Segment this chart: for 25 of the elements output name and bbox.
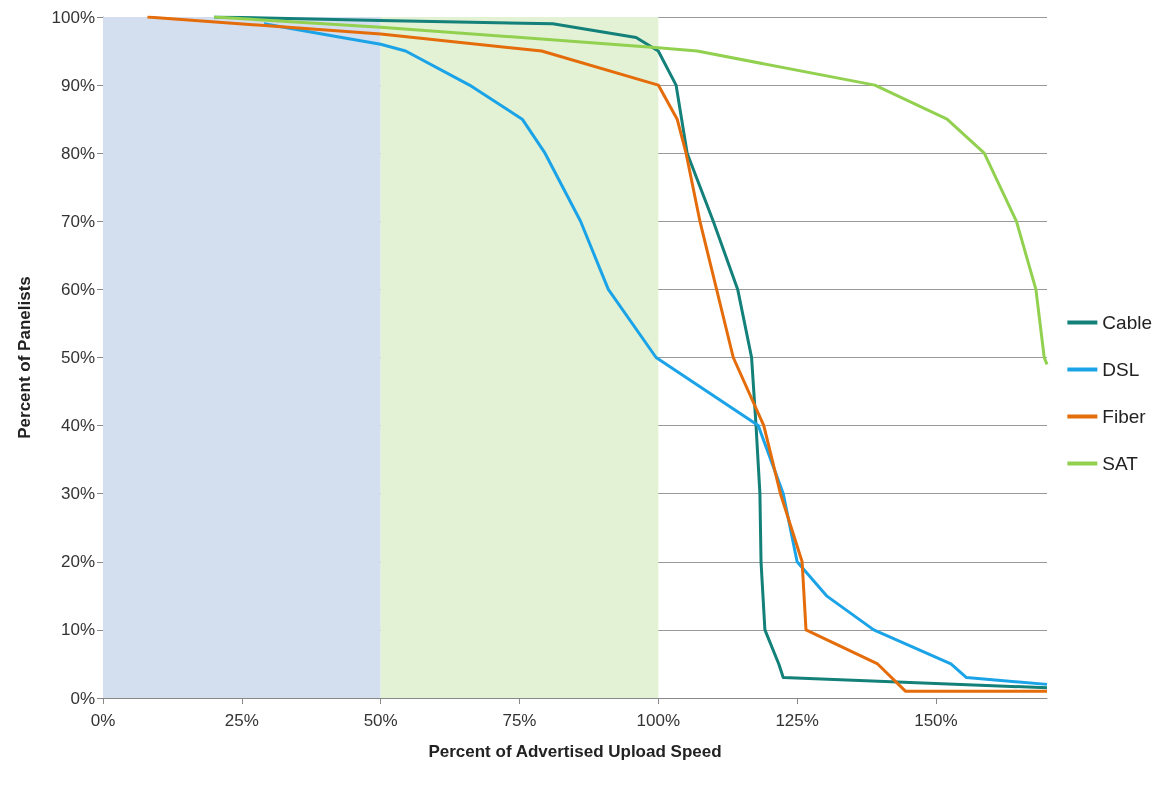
x-tick-label: 100% xyxy=(636,711,681,730)
x-tick-label: 125% xyxy=(775,711,819,730)
y-tick-label: 40% xyxy=(60,416,95,436)
y-tick-label: 80% xyxy=(60,143,95,163)
y-tick-label: 30% xyxy=(60,484,95,504)
y-tick-label: 70% xyxy=(60,211,95,231)
legend-label: SAT xyxy=(1102,453,1139,474)
legend-label: Fiber xyxy=(1102,406,1147,427)
x-tick-label: 0% xyxy=(90,711,116,730)
legend-label: DSL xyxy=(1102,359,1140,380)
x-axis-title: Percent of Advertised Upload Speed xyxy=(428,742,722,761)
y-tick-label: 50% xyxy=(60,348,95,367)
x-tick-label: 50% xyxy=(363,711,398,730)
y-tick-label: 60% xyxy=(60,279,95,299)
y-tick-label: 0% xyxy=(70,688,95,708)
y-tick-label: 90% xyxy=(60,75,95,95)
y-tick-label: 100% xyxy=(51,7,95,27)
y-axis-title: Percent of Panelists xyxy=(15,276,34,439)
x-tick-label: 25% xyxy=(224,711,259,730)
x-tick-label: 75% xyxy=(502,711,537,730)
x-tick-label: 150% xyxy=(914,711,958,730)
legend-label: Cable xyxy=(1102,312,1153,333)
line-series xyxy=(212,15,1049,366)
y-tick-label: 20% xyxy=(60,552,95,572)
y-tick-label: 10% xyxy=(60,620,95,640)
